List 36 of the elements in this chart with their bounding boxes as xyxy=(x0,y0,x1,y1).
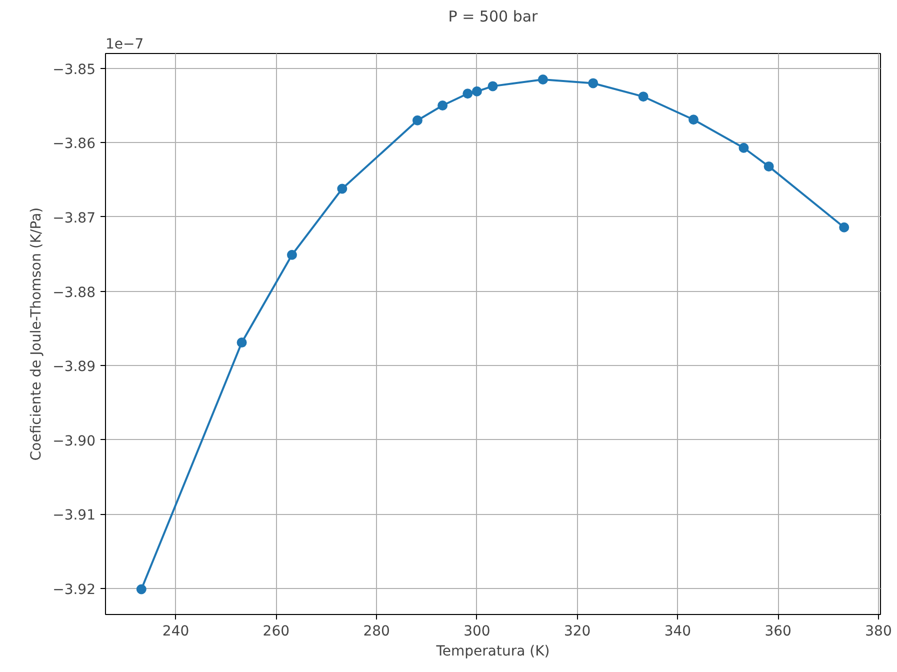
x-tick-label: 360 xyxy=(764,624,792,640)
point xyxy=(462,88,473,99)
y-tick-label: −3.86 xyxy=(52,136,96,152)
point xyxy=(472,86,482,96)
x-axis-title: Temperatura (K) xyxy=(435,644,550,660)
point xyxy=(839,222,850,232)
y-tick-label: −3.89 xyxy=(52,359,96,376)
point xyxy=(588,78,598,88)
point xyxy=(688,114,699,125)
y-tick-label: −3.85 xyxy=(52,62,96,78)
point xyxy=(538,74,548,84)
point xyxy=(286,250,297,260)
y-tick-label: −3.88 xyxy=(52,284,96,301)
point xyxy=(488,81,498,92)
chart-title: P = 500 bar xyxy=(448,8,539,26)
text: 1e−7 xyxy=(106,36,144,52)
x-tick-label: 240 xyxy=(162,624,190,640)
y-axis-title: Coeficiente de Joule-Thomson (K/Pa) xyxy=(28,207,45,461)
x-tick-label: 320 xyxy=(564,624,591,640)
point xyxy=(738,142,749,153)
x-tick-label: 340 xyxy=(664,624,692,640)
y-tick-label: −3.91 xyxy=(52,508,96,524)
y-tick-label: −3.92 xyxy=(52,582,96,598)
x-tick-label: 380 xyxy=(865,624,892,640)
point xyxy=(764,161,774,172)
point xyxy=(638,92,648,102)
point xyxy=(136,584,146,594)
y-tick-label: −3.87 xyxy=(52,210,96,226)
x-tick-label: 280 xyxy=(363,624,390,640)
x-tick-label: 260 xyxy=(262,624,290,640)
point xyxy=(438,100,448,111)
y-tick-label: −3.90 xyxy=(52,433,96,450)
point xyxy=(412,115,422,126)
x-tick-label: 300 xyxy=(464,624,490,640)
point xyxy=(337,184,348,194)
point xyxy=(236,338,247,348)
